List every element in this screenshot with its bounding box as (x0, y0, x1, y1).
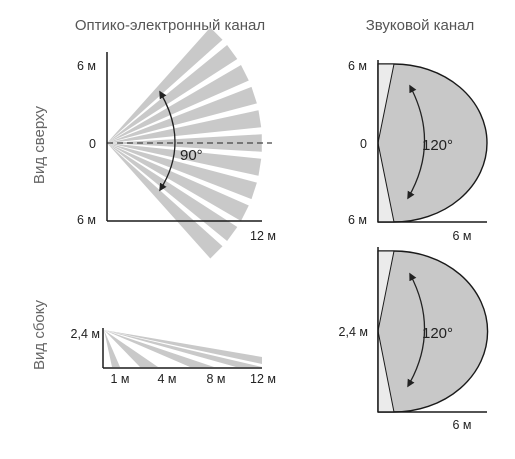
y-bottom-label: 6 м (348, 213, 367, 227)
top-view-label: Вид сверху (31, 105, 48, 184)
optical-top-view: 90° 6 м 0 6 м 12 м (77, 27, 276, 259)
x-tick-label: 8 м (206, 372, 225, 386)
optical-side-beam (104, 330, 262, 364)
optical-channel-header: Оптико-электронный канал (75, 17, 265, 34)
optical-beam (107, 143, 238, 241)
y-zero-label: 0 (89, 137, 96, 151)
y-top-label: 6 м (77, 59, 96, 73)
side-view-label: Вид сбоку (31, 300, 48, 370)
optical-beam (107, 134, 262, 152)
x-max-label: 6 м (452, 418, 471, 432)
sound-channel-header: Звуковой канал (366, 17, 475, 34)
height-label: 2,4 м (339, 325, 368, 339)
y-bottom-label: 6 м (77, 213, 96, 227)
optical-beam (107, 110, 262, 143)
sound-side-view: 120° 2,4 м 6 м (339, 247, 489, 432)
x-tick-label: 12 м (250, 372, 276, 386)
optical-beams-fan (107, 27, 262, 259)
optical-beam (107, 65, 249, 143)
sound-zone (377, 250, 489, 413)
x-max-label: 12 м (250, 229, 276, 243)
angle-arrow (407, 272, 426, 388)
optical-beam (107, 143, 262, 176)
optical-side-beams (104, 330, 262, 367)
angle-label: 120° (422, 137, 453, 154)
y-top-label: 6 м (348, 59, 367, 73)
optical-beam (107, 143, 249, 221)
height-label: 2,4 м (71, 327, 100, 341)
optical-beam (107, 27, 223, 143)
optical-beam (107, 45, 238, 143)
optical-beam (107, 143, 223, 259)
sound-zone (377, 63, 488, 223)
optical-side-beam (104, 330, 262, 367)
y-zero-label: 0 (360, 137, 367, 151)
optical-side-beam (104, 330, 158, 367)
angle-label: 120° (422, 325, 453, 342)
x-tick-label: 4 м (157, 372, 176, 386)
optical-beam (107, 86, 257, 143)
x-max-label: 6 м (452, 229, 471, 243)
angle-arrow (159, 90, 176, 192)
optical-side-beam (104, 330, 214, 367)
angle-arrow (407, 84, 426, 200)
optical-side-view: 2,4 м 1 м 4 м 8 м 12 м (71, 327, 276, 386)
optical-beam (107, 143, 257, 200)
x-tick-label: 1 м (110, 372, 129, 386)
angle-label: 90° (180, 147, 203, 164)
optical-side-beam (104, 330, 120, 367)
sound-top-view: 120° 6 м 0 6 м 6 м (348, 59, 488, 243)
